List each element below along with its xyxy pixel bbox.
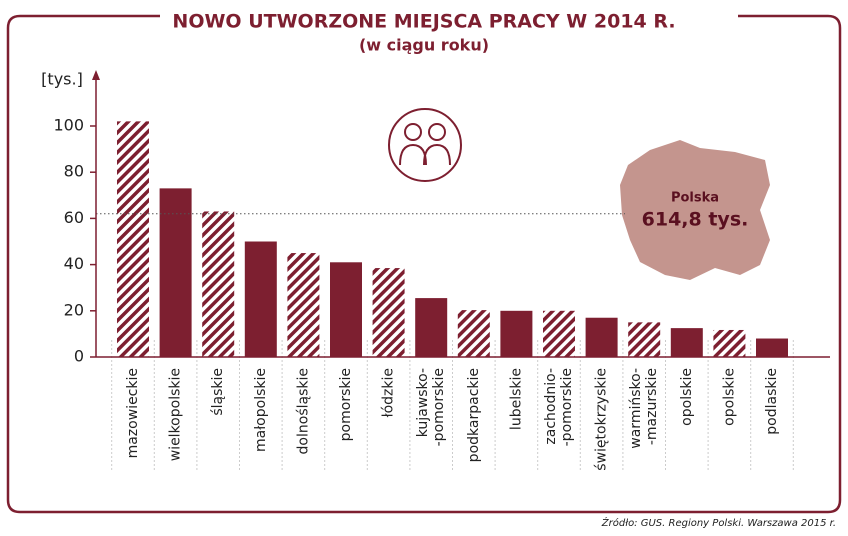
bar <box>585 317 618 357</box>
x-tick-label: opolskie <box>721 368 737 426</box>
bar <box>372 268 405 357</box>
x-tick-label: zachodnio--pomorskie <box>543 368 575 446</box>
bar <box>670 328 703 357</box>
y-tick-label: 0 <box>74 347 84 366</box>
bar <box>244 241 277 357</box>
icon <box>388 108 462 182</box>
bar <box>543 310 575 357</box>
bar <box>287 253 320 357</box>
map-label: Polska <box>671 191 719 206</box>
y-tick-label: 100 <box>53 116 84 135</box>
chart-subtitle: (w ciągu roku) <box>359 36 489 55</box>
y-tick-label: 80 <box>64 162 84 181</box>
frame <box>6 14 842 514</box>
bar <box>159 188 192 357</box>
x-tick-label: dolnośląskie <box>295 368 311 454</box>
bar <box>330 262 362 357</box>
bar <box>628 322 661 357</box>
y-axis-arrow <box>92 70 100 80</box>
x-tick-label: małopolskie <box>253 368 269 452</box>
bar <box>202 211 235 357</box>
y-axis-label: [tys.] <box>41 70 83 89</box>
x-tick-label: lubelskie <box>508 368 524 430</box>
x-tick-label: opolskie <box>679 368 695 426</box>
y-tick-label: 40 <box>64 254 84 273</box>
x-tick-label: podkarpackie <box>466 368 482 462</box>
x-tick-label: łódzkie <box>381 368 397 417</box>
map-value: 614,8 tys. <box>642 209 749 231</box>
bar <box>713 329 746 357</box>
bar <box>457 310 490 357</box>
x-tick-label: wielkopolskie <box>168 368 184 461</box>
bar <box>500 310 533 357</box>
chart-title: NOWO UTWORZONE MIEJSCA PRACY W 2014 R. <box>172 11 675 33</box>
x-tick-label: mazowieckie <box>125 368 141 458</box>
bar <box>415 298 448 357</box>
x-tick-label: pomorskie <box>338 368 354 441</box>
x-tick-label: kujawsko--pomorskie <box>415 368 447 446</box>
x-tick-label: świętokrzyskie <box>594 368 610 471</box>
bar <box>117 121 149 357</box>
source: Źródło: GUS. Regiony Polski. Warszawa 20… <box>601 516 836 529</box>
x-tick-label: śląskie <box>210 368 226 416</box>
y-tick-label: 20 <box>64 300 84 319</box>
x-tick-label: warmińsko--mazurskie <box>628 368 660 449</box>
bar <box>756 338 788 357</box>
x-tick-label: podlaskie <box>764 368 780 435</box>
y-tick-label: 60 <box>64 208 84 227</box>
map-poland <box>620 140 770 280</box>
